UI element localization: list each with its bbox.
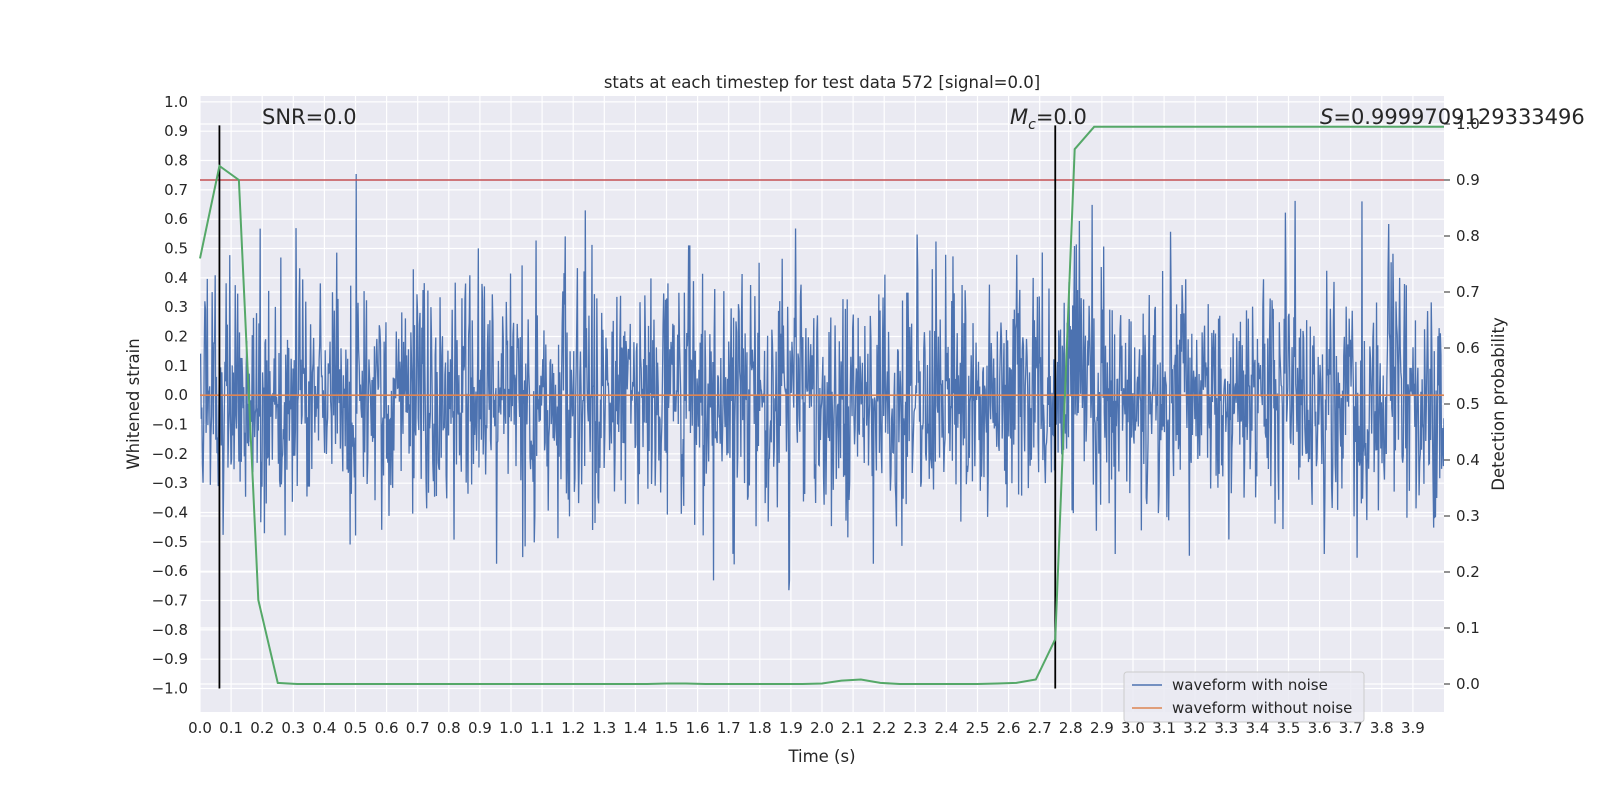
y-tick-label: −0.8 — [152, 621, 188, 639]
y-tick-label: 0.1 — [164, 357, 188, 375]
x-tick-label: 1.5 — [655, 719, 679, 737]
y2-tick-label: 0.2 — [1456, 563, 1480, 581]
y2-tick-label: 0.9 — [1456, 171, 1480, 189]
y2-tick-label: 0.4 — [1456, 451, 1480, 469]
x-tick-label: 1.8 — [748, 719, 772, 737]
x-ticks: 0.0 0.1 0.2 0.3 0.4 0.5 0.6 0.7 0.8 0.9 1.0 1.1 1.2 1… — [188, 719, 1425, 737]
x-tick-label: 2.7 — [1028, 719, 1052, 737]
x-tick-label: 1.1 — [530, 719, 554, 737]
x-tick-label: 3.9 — [1401, 719, 1425, 737]
x-tick-label: 3.2 — [1183, 719, 1207, 737]
y-tick-label: 0.9 — [164, 122, 188, 140]
x-tick-label: 0.9 — [468, 719, 492, 737]
x-tick-label: 3.5 — [1277, 719, 1301, 737]
y-tick-label: 1.0 — [164, 93, 188, 111]
mc-symbol: M — [1010, 105, 1028, 129]
legend-box — [1123, 671, 1365, 723]
x-tick-label: 0.4 — [312, 719, 336, 737]
mc-subscript: c — [1028, 117, 1036, 133]
x-tick-label: 3.3 — [1214, 719, 1238, 737]
y2-tick-label: 0.0 — [1456, 675, 1480, 693]
y-tick-label: −0.5 — [152, 533, 188, 551]
mc-value: =0.0 — [1036, 105, 1087, 129]
y-tick-label: 0.0 — [164, 386, 188, 404]
s-value: =0.9999709129333496 — [1333, 105, 1584, 129]
x-tick-label: 2.0 — [810, 719, 834, 737]
x-tick-label: 1.9 — [779, 719, 803, 737]
y-tick-label: 0.5 — [164, 240, 188, 258]
legend-label-clean: waveform without noise — [1172, 699, 1352, 717]
y2-tick-label: 0.5 — [1456, 395, 1480, 413]
y-tick-label: 0.2 — [164, 328, 188, 346]
x-axis-label: Time (s) — [787, 747, 855, 766]
x-tick-label: 3.1 — [1152, 719, 1176, 737]
y2-tick-label: 1.0 — [1456, 115, 1480, 133]
x-tick-label: 2.5 — [966, 719, 990, 737]
x-tick-label: 2.6 — [997, 719, 1021, 737]
x-tick-label: 3.0 — [1121, 719, 1145, 737]
x-tick-label: 0.6 — [375, 719, 399, 737]
x-tick-label: 0.5 — [344, 719, 368, 737]
y2-tick-label: 0.6 — [1456, 339, 1480, 357]
y-tick-label: −0.3 — [152, 474, 188, 492]
x-tick-label: 1.4 — [623, 719, 647, 737]
y2-tick-label: 0.1 — [1456, 619, 1480, 637]
x-tick-label: 1.3 — [592, 719, 616, 737]
y-tick-label: 0.6 — [164, 210, 188, 228]
x-tick-label: 3.4 — [1245, 719, 1269, 737]
y2-axis-label: Detection probability — [1489, 317, 1508, 491]
y-tick-label: −0.9 — [152, 650, 188, 668]
y2-tick-label: 0.8 — [1456, 227, 1480, 245]
waveform-with-noise-trace — [200, 174, 1444, 591]
vertical-markers — [218, 125, 1057, 689]
legend: waveform with noise waveform without noi… — [1123, 671, 1365, 723]
y-tick-label: 0.7 — [164, 181, 188, 199]
x-tick-label: 3.6 — [1308, 719, 1332, 737]
x-tick-label: 0.2 — [250, 719, 274, 737]
x-tick-label: 2.9 — [1090, 719, 1114, 737]
snr-annotation: SNR=0.0 — [262, 105, 357, 129]
x-tick-label: 2.2 — [872, 719, 896, 737]
x-tick-label: 0.0 — [188, 719, 212, 737]
x-tick-label: 2.3 — [903, 719, 927, 737]
y-tick-label: −0.2 — [152, 445, 188, 463]
y-axis-label: Whitened strain — [124, 338, 143, 469]
y-tick-label: −1.0 — [152, 680, 188, 698]
x-tick-label: 3.8 — [1370, 719, 1394, 737]
detection-probability-line — [199, 125, 1444, 685]
y2-ticks: 1.0 0.9 0.8 0.7 0.6 0.5 0.4 0.3 0.2 0.1 0.0 — [1444, 115, 1480, 693]
y-tick-label: 0.3 — [164, 298, 188, 316]
y-tick-label: 0.8 — [164, 152, 188, 170]
waveform-with-noise-series — [200, 174, 1444, 591]
y2-tick-label: 0.3 — [1456, 507, 1480, 525]
x-tick-label: 1.6 — [686, 719, 710, 737]
x-tick-label: 2.1 — [841, 719, 865, 737]
x-tick-label: 0.1 — [219, 719, 243, 737]
x-tick-label: 1.2 — [561, 719, 585, 737]
x-tick-label: 2.4 — [934, 719, 958, 737]
x-tick-label: 0.8 — [437, 719, 461, 737]
legend-label-noise: waveform with noise — [1172, 676, 1328, 694]
y-tick-label: −0.7 — [152, 592, 188, 610]
x-tick-label: 3.7 — [1339, 719, 1363, 737]
y2-tick-label: 0.7 — [1456, 283, 1480, 301]
x-tick-label: 2.8 — [1059, 719, 1083, 737]
chart-title: stats at each timestep for test data 572… — [604, 73, 1040, 92]
y-tick-label: 0.4 — [164, 269, 188, 287]
y-tick-label: −0.6 — [152, 562, 188, 580]
y-ticks: 1.0 0.9 0.8 0.7 0.6 0.5 0.4 0.3 0.2 0.1 0.0 −0.1 −0.… — [152, 93, 188, 698]
x-tick-label: 0.7 — [406, 719, 430, 737]
x-tick-label: 1.7 — [717, 719, 741, 737]
y-tick-label: −0.4 — [152, 504, 188, 522]
x-tick-label: 0.3 — [281, 719, 305, 737]
x-tick-label: 1.0 — [499, 719, 523, 737]
s-annotation: S=0.9999709129333496 — [1320, 105, 1585, 129]
mc-annotation: Mc=0.0 — [1010, 105, 1087, 133]
s-symbol: S — [1320, 105, 1333, 129]
y-tick-label: −0.1 — [152, 416, 188, 434]
